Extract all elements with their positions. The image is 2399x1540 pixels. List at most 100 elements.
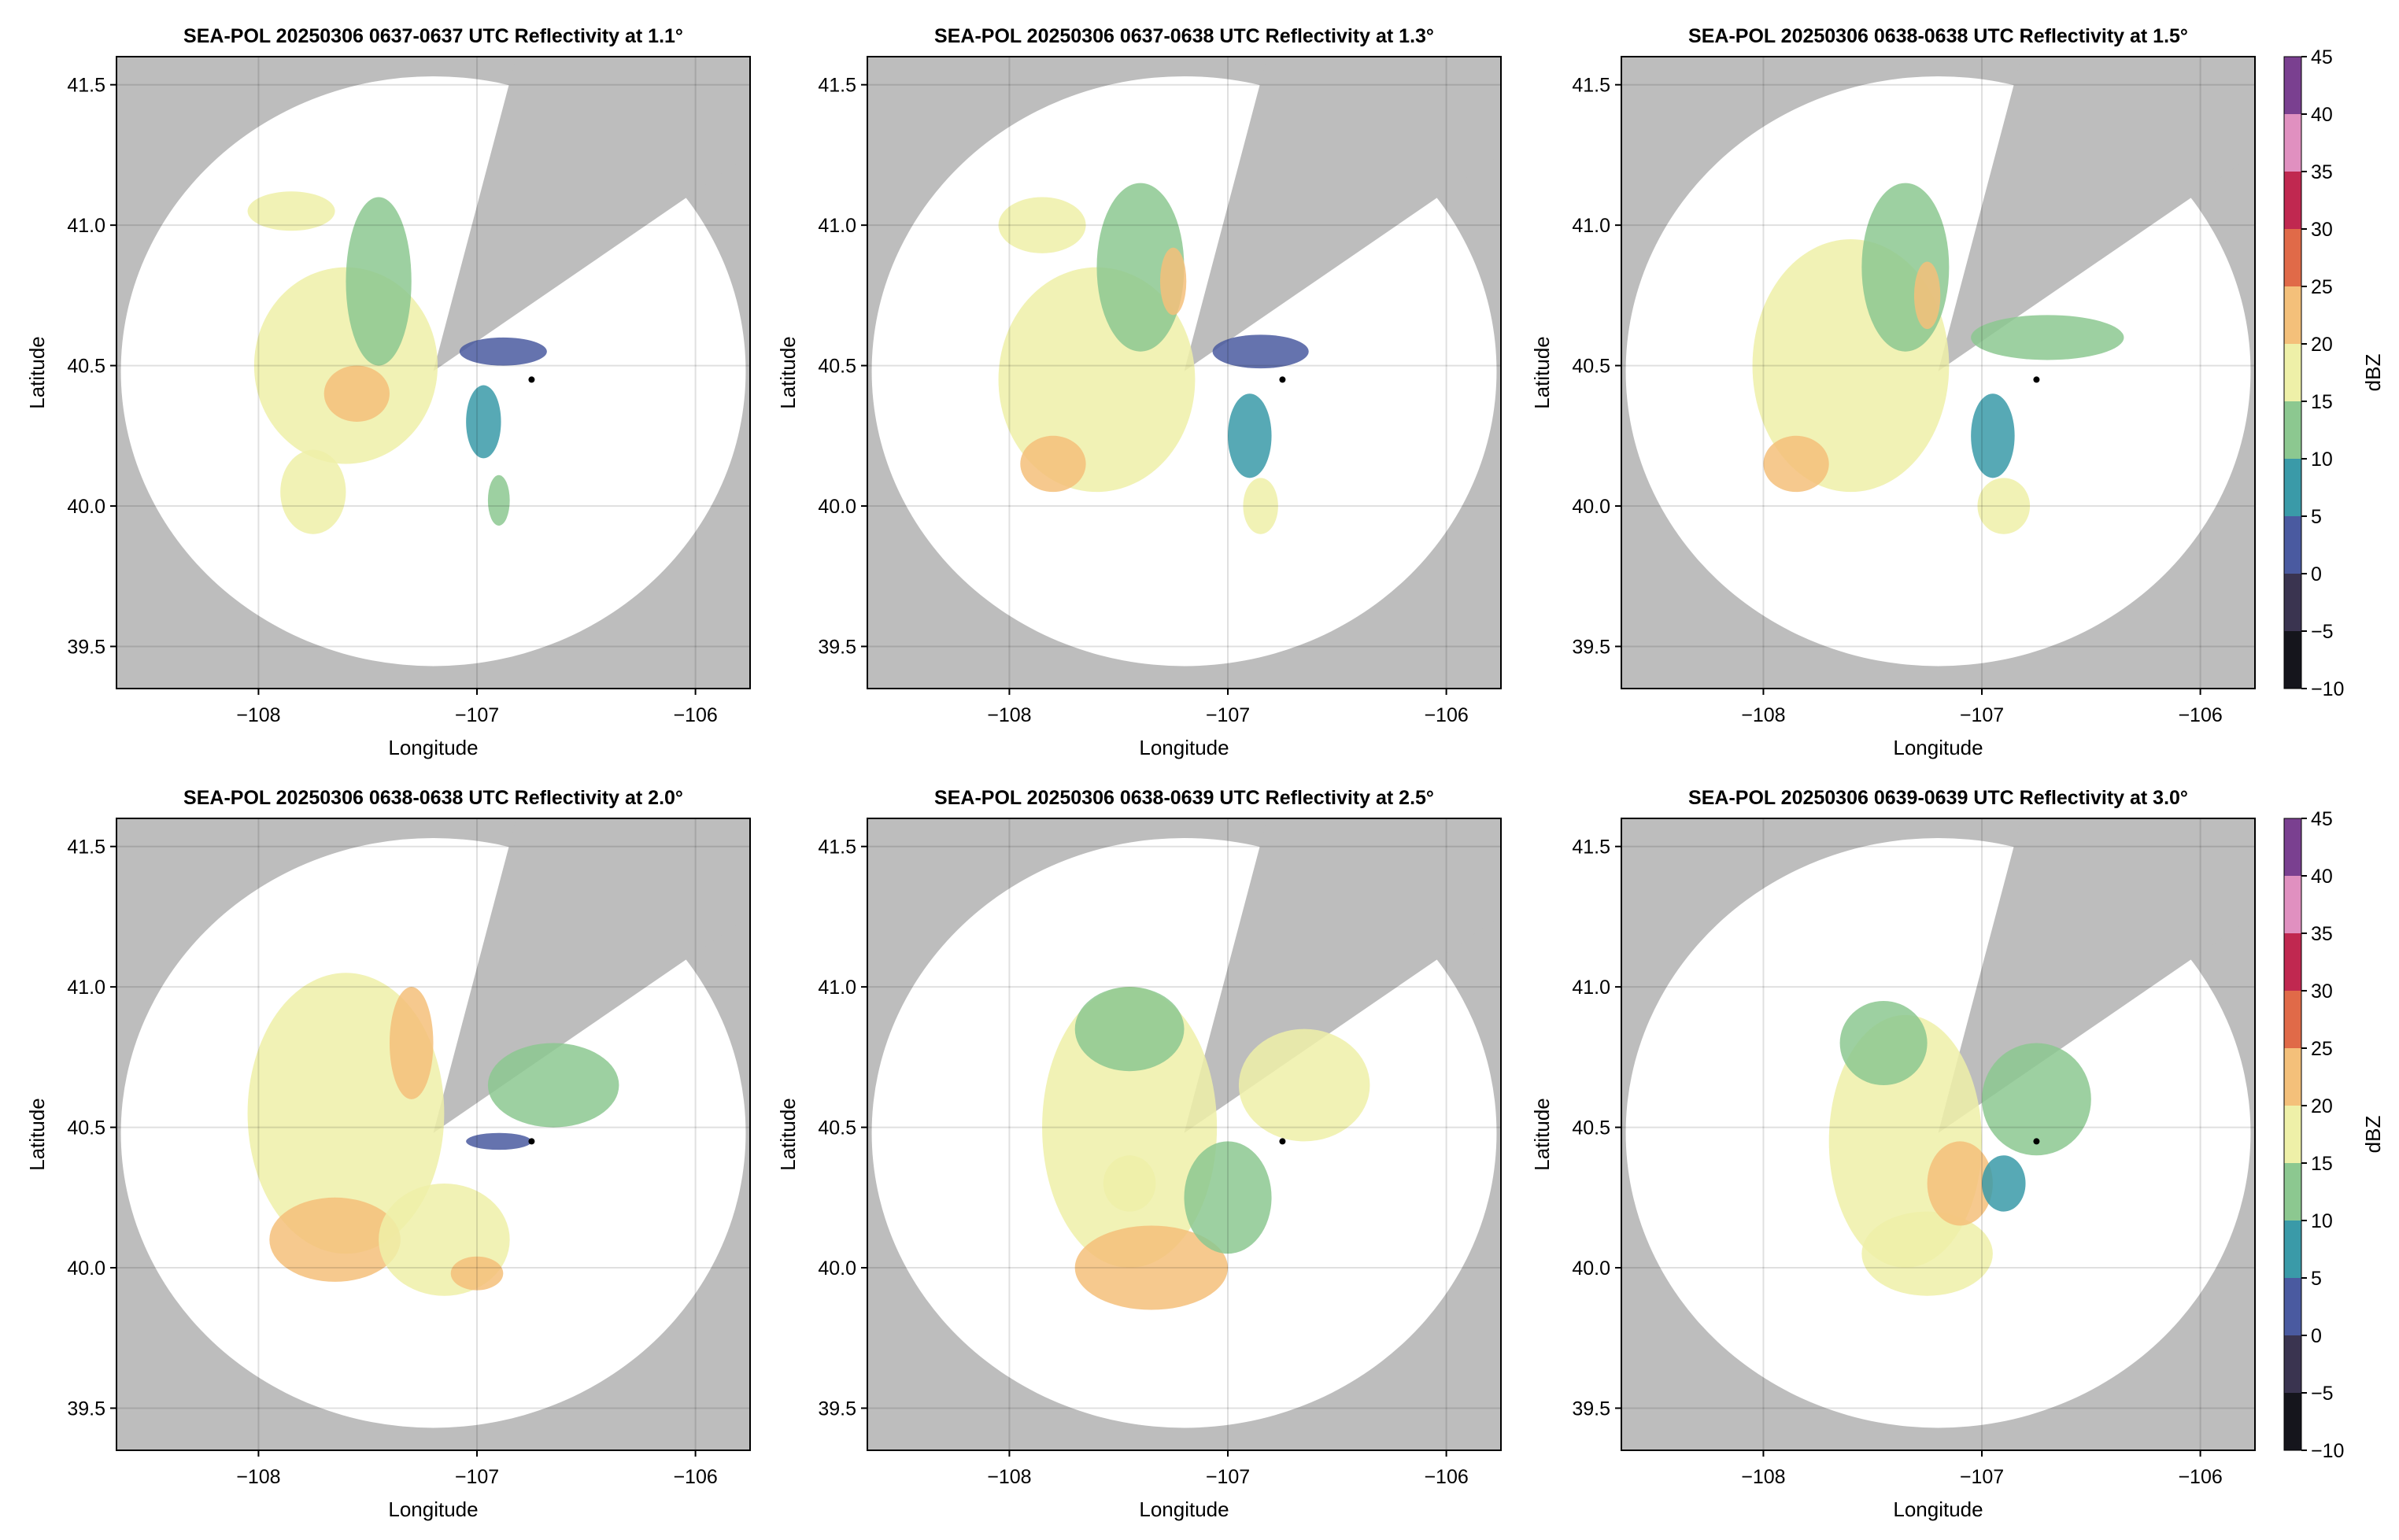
echo <box>1160 248 1186 316</box>
colorbar-tick-label: 15 <box>2311 391 2333 413</box>
y-axis-label: Latitude <box>776 1098 800 1171</box>
echo <box>1861 1212 1993 1296</box>
colorbar-tick-label: 30 <box>2311 219 2333 241</box>
x-tick-label: −106 <box>673 704 717 726</box>
echo <box>390 987 434 1099</box>
colorbar-tick-label: 40 <box>2311 866 2333 888</box>
x-tick-label: −106 <box>2178 1466 2222 1488</box>
y-axis-label: Latitude <box>776 336 800 409</box>
colorbar-segment <box>2284 1106 2301 1163</box>
y-tick-label: 41.0 <box>1572 215 1610 237</box>
x-tick-label: −106 <box>1424 1466 1468 1488</box>
x-tick-label: −106 <box>673 1466 717 1488</box>
y-tick-label: 40.0 <box>67 496 105 518</box>
colorbar-label: dBZ <box>2361 354 2385 392</box>
colorbar-segment <box>2284 1048 2301 1106</box>
y-tick-label: 39.5 <box>67 1398 105 1420</box>
panel-title: SEA-POL 20250306 0638-0639 UTC Reflectiv… <box>934 787 1434 809</box>
x-tick-label: −106 <box>2178 704 2222 726</box>
x-axis-label: Longitude <box>388 736 478 759</box>
panel-title: SEA-POL 20250306 0637-0637 UTC Reflectiv… <box>183 25 683 47</box>
y-tick-label: 40.0 <box>818 1257 856 1280</box>
colorbar-segment <box>2284 344 2301 401</box>
colorbar-segment <box>2284 172 2301 229</box>
y-tick-label: 41.0 <box>818 977 856 999</box>
colorbar-segment <box>2284 991 2301 1048</box>
colorbar-segment <box>2284 933 2301 991</box>
echo <box>1239 1029 1370 1142</box>
colorbar-segment <box>2284 1335 2301 1393</box>
colorbar-tick-label: 35 <box>2311 923 2333 945</box>
y-tick-label: 41.5 <box>818 836 856 859</box>
colorbar-segment <box>2284 1221 2301 1278</box>
colorbar-segment <box>2284 114 2301 172</box>
y-tick-label: 41.0 <box>67 977 105 999</box>
y-tick-label: 39.5 <box>67 636 105 658</box>
colorbar-segment <box>2284 286 2301 344</box>
x-axis-label: Longitude <box>1139 736 1229 759</box>
colorbar-tick-label: 35 <box>2311 161 2333 183</box>
colorbar-segment <box>2284 459 2301 516</box>
x-tick-label: −107 <box>1960 704 2004 726</box>
y-tick-label: 40.5 <box>818 356 856 378</box>
echo <box>1971 315 2124 360</box>
x-axis-label: Longitude <box>1139 1498 1229 1521</box>
colorbar-segment <box>2284 1393 2301 1450</box>
echo <box>1971 393 2015 478</box>
colorbar-tick-label: 25 <box>2311 1038 2333 1060</box>
y-tick-label: 39.5 <box>818 636 856 658</box>
x-tick-label: −107 <box>1206 1466 1250 1488</box>
colorbar-segment <box>2284 516 2301 574</box>
colorbar-tick-label: 10 <box>2311 1210 2333 1232</box>
y-axis-label: Latitude <box>25 336 49 409</box>
y-tick-label: 41.0 <box>818 215 856 237</box>
echo <box>1982 1155 2026 1211</box>
colorbar-tick-label: 25 <box>2311 276 2333 298</box>
colorbar-segment <box>2284 57 2301 114</box>
y-tick-label: 40.0 <box>1572 1257 1610 1280</box>
radar-site <box>528 1138 534 1144</box>
colorbar-segment <box>2284 1163 2301 1221</box>
echo <box>1228 393 1272 478</box>
colorbar-segment <box>2284 1278 2301 1335</box>
x-tick-label: −107 <box>455 1466 499 1488</box>
x-axis-label: Longitude <box>1893 736 1983 759</box>
colorbar-tick-label: −5 <box>2311 621 2334 643</box>
colorbar-tick-label: 30 <box>2311 981 2333 1003</box>
y-tick-label: 41.5 <box>67 836 105 859</box>
y-tick-label: 40.5 <box>1572 356 1610 378</box>
echo <box>280 450 346 534</box>
echo <box>1861 183 1949 352</box>
colorbar-tick-label: 15 <box>2311 1153 2333 1175</box>
y-tick-label: 40.0 <box>1572 496 1610 518</box>
colorbar-tick-label: 20 <box>2311 1095 2333 1117</box>
colorbar-segment <box>2284 401 2301 459</box>
x-tick-label: −108 <box>236 1466 280 1488</box>
colorbar-segment <box>2284 818 2301 876</box>
radar-site <box>1279 376 1285 382</box>
colorbar-tick-label: 20 <box>2311 334 2333 356</box>
echo <box>346 197 411 365</box>
colorbar-tick-label: 0 <box>2311 563 2322 585</box>
x-tick-label: −107 <box>1960 1466 2004 1488</box>
radar-site <box>2033 376 2039 382</box>
colorbar-tick-label: 45 <box>2311 46 2333 68</box>
colorbar-tick-label: −5 <box>2311 1383 2334 1405</box>
y-tick-label: 40.5 <box>67 1117 105 1139</box>
colorbar-label: dBZ <box>2361 1116 2385 1154</box>
radar-site <box>528 376 534 382</box>
colorbar-tick-label: 5 <box>2311 506 2322 528</box>
colorbar-tick-label: 5 <box>2311 1268 2322 1290</box>
colorbar-segment <box>2284 574 2301 631</box>
colorbar-segment <box>2284 631 2301 689</box>
y-tick-label: 39.5 <box>1572 636 1610 658</box>
colorbar-tick-label: 45 <box>2311 808 2333 830</box>
y-axis-label: Latitude <box>25 1098 49 1171</box>
echo <box>1914 262 1940 330</box>
y-tick-label: 39.5 <box>1572 1398 1610 1420</box>
y-axis-label: Latitude <box>1530 336 1554 409</box>
echo <box>466 386 501 459</box>
echo <box>488 1043 619 1128</box>
x-tick-label: −108 <box>1741 1466 1785 1488</box>
